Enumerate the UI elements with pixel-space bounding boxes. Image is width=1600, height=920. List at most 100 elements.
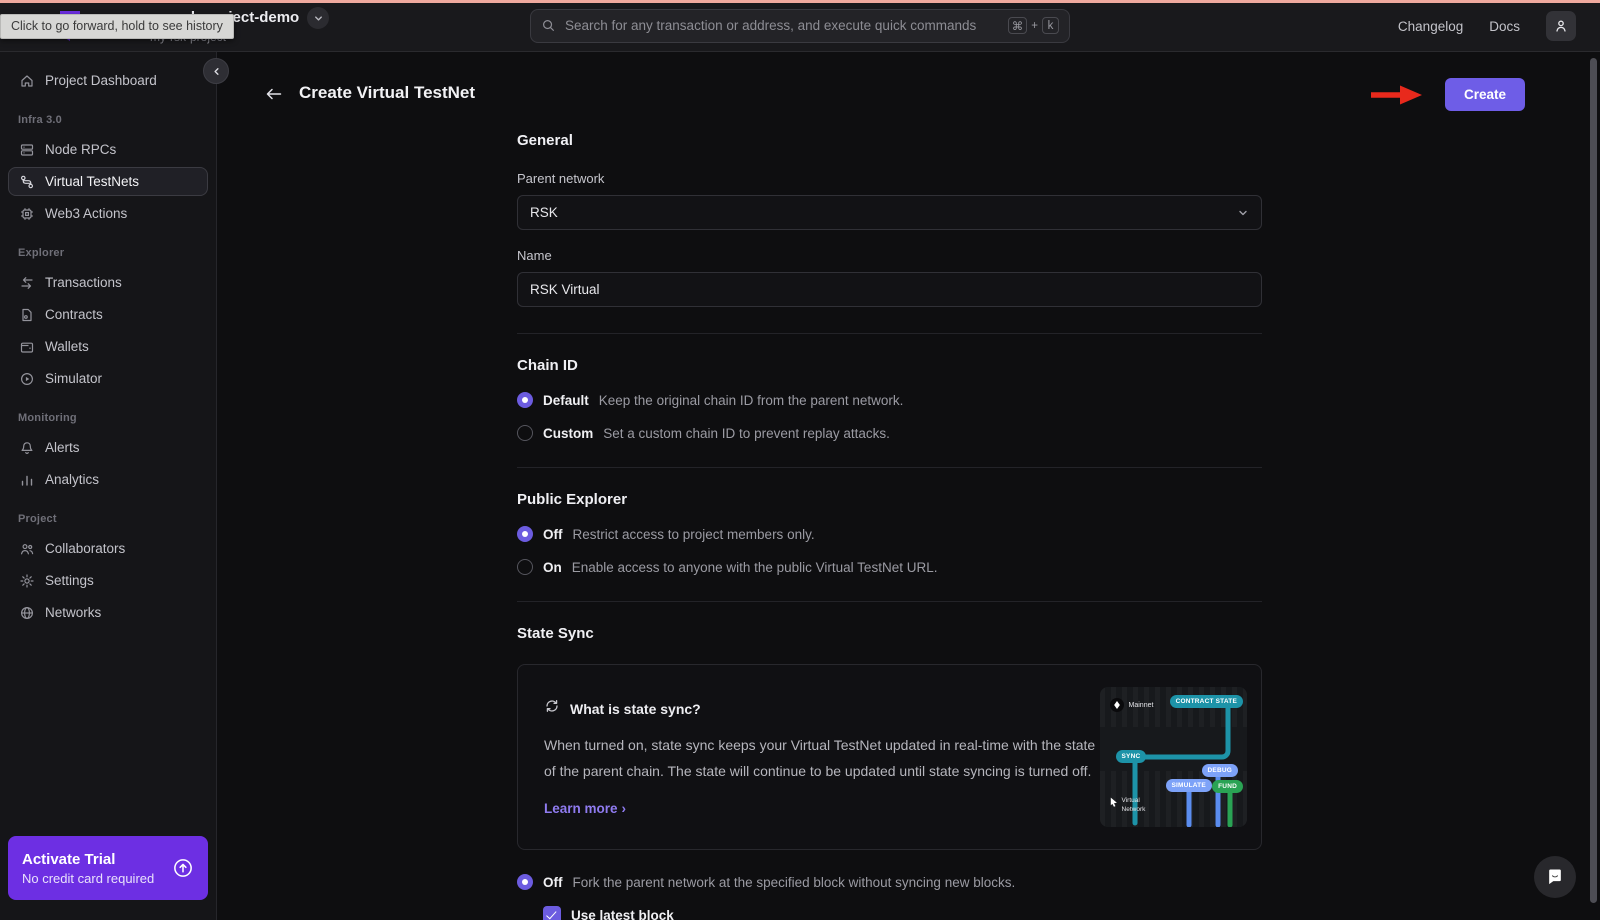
sidebar-item-alerts[interactable]: Alerts <box>8 433 208 462</box>
parent-network-select[interactable]: RSK <box>517 195 1262 230</box>
sidebar-item-networks[interactable]: Networks <box>8 598 208 627</box>
document-icon <box>19 307 35 323</box>
illustration-virtual-network: Virtual Network <box>1110 797 1152 815</box>
general-heading: General <box>517 132 573 149</box>
arrow-up-circle-icon <box>172 857 194 879</box>
sidebar-item-label: Collaborators <box>45 541 126 556</box>
checkbox-checked-icon[interactable] <box>543 906 561 920</box>
sidebar-item-simulator[interactable]: Simulator <box>8 364 208 393</box>
trial-title: Activate Trial <box>22 850 116 868</box>
sidebar-item-settings[interactable]: Settings <box>8 566 208 595</box>
debug-pill: DEBUG <box>1201 764 1238 777</box>
sidebar-item-analytics[interactable]: Analytics <box>8 465 208 494</box>
chain-id-option-custom[interactable]: Custom Set a custom chain ID to prevent … <box>517 425 1262 441</box>
virtual-network-label: Virtual Network <box>1121 797 1146 814</box>
global-search[interactable]: ⌘ + k <box>530 8 1070 43</box>
trial-subtitle: No credit card required <box>22 870 155 886</box>
main-content: Create Virtual TestNet Create General Pa… <box>217 52 1600 920</box>
changelog-link[interactable]: Changelog <box>1397 18 1464 34</box>
public-explorer-heading: Public Explorer <box>517 491 628 508</box>
back-button[interactable] <box>265 86 283 102</box>
radio-selected-icon[interactable] <box>517 526 533 542</box>
topbar: my-rsk-project-demo my-rsk-project ⌘ + k… <box>0 0 1600 52</box>
bar-chart-icon <box>19 472 35 488</box>
chat-widget-button[interactable] <box>1534 856 1576 898</box>
state-sync-info-body: When turned on, state sync keeps your Vi… <box>544 737 1096 779</box>
chevron-down-icon <box>314 15 322 21</box>
sidebar-item-label: Analytics <box>45 472 100 487</box>
radio-description: Restrict access to project members only. <box>572 526 815 542</box>
wallet-icon <box>19 339 35 355</box>
globe-icon <box>19 605 35 621</box>
parent-network-value: RSK <box>530 205 558 220</box>
use-latest-block-row[interactable]: Use latest block <box>543 906 1262 920</box>
sidebar-item-label: Simulator <box>45 371 103 386</box>
section-public-explorer: Public Explorer Off Restrict access to p… <box>517 491 1262 602</box>
state-sync-info-card: What is state sync? When turned on, stat… <box>517 664 1262 850</box>
sidebar-item-transactions[interactable]: Transactions <box>8 268 208 297</box>
sidebar-section-explorer: Explorer <box>18 247 65 259</box>
contract-state-pill: CONTRACT STATE <box>1169 695 1243 708</box>
sidebar-item-label: Contracts <box>45 307 103 322</box>
vertical-scrollbar[interactable] <box>1590 58 1597 903</box>
state-sync-illustration: Mainnet CONTRACT STATE SYNC SIMULATE DEB… <box>1099 687 1247 827</box>
project-chevron-button[interactable] <box>307 7 330 29</box>
radio-label: Custom <box>543 425 594 441</box>
radio-description: Keep the original chain ID from the pare… <box>598 392 904 408</box>
docs-link[interactable]: Docs <box>1489 18 1520 34</box>
state-sync-heading: State Sync <box>517 625 594 642</box>
sidebar-item-label: Transactions <box>45 275 122 290</box>
checkbox-label: Use latest block <box>571 907 674 920</box>
sidebar-item-project-dashboard[interactable]: Project Dashboard <box>8 66 208 95</box>
fund-pill: FUND <box>1212 780 1243 793</box>
sidebar-item-collaborators[interactable]: Collaborators <box>8 534 208 563</box>
chevron-down-icon <box>1239 210 1247 215</box>
capture-border-line <box>0 0 1600 3</box>
public-explorer-option-on[interactable]: On Enable access to anyone with the publ… <box>517 559 1262 575</box>
k-key: k <box>1042 17 1059 34</box>
sidebar-section-infra: Infra 3.0 <box>18 114 62 126</box>
account-button[interactable] <box>1546 11 1576 41</box>
play-circle-icon <box>19 371 35 387</box>
radio-label: Default <box>543 392 589 408</box>
name-input[interactable] <box>517 272 1262 307</box>
sync-pill: SYNC <box>1115 750 1147 763</box>
radio-unselected-icon[interactable] <box>517 559 533 575</box>
sidebar-item-node-rpcs[interactable]: Node RPCs <box>8 135 208 164</box>
public-explorer-option-off[interactable]: Off Restrict access to project members o… <box>517 526 1262 542</box>
sidebar-item-contracts[interactable]: Contracts <box>8 300 208 329</box>
sidebar-item-web3-actions[interactable]: Web3 Actions <box>8 199 208 228</box>
sidebar-item-wallets[interactable]: Wallets <box>8 332 208 361</box>
radio-label: On <box>543 559 562 575</box>
radio-selected-icon[interactable] <box>517 392 533 408</box>
sidebar-item-label: Node RPCs <box>45 142 117 157</box>
radio-description: Fork the parent network at the specified… <box>572 874 1016 890</box>
create-button[interactable]: Create <box>1444 78 1525 111</box>
cmd-key: ⌘ <box>1007 17 1028 34</box>
header-actions: Create <box>1369 78 1525 111</box>
search-input[interactable] <box>565 18 999 33</box>
sidebar-item-label: Settings <box>45 573 94 588</box>
radio-selected-icon[interactable] <box>517 874 533 890</box>
chevron-right-icon: › <box>621 800 627 816</box>
radio-label: Off <box>543 526 563 542</box>
sidebar-item-virtual-testnets[interactable]: Virtual TestNets <box>8 167 208 196</box>
sidebar-item-label: Virtual TestNets <box>45 174 140 189</box>
people-icon <box>19 541 35 557</box>
chain-id-option-default[interactable]: Default Keep the original chain ID from … <box>517 392 1262 408</box>
illustration-mainnet: Mainnet <box>1109 698 1153 712</box>
state-sync-option-off[interactable]: Off Fork the parent network at the speci… <box>517 874 1262 890</box>
plus-sign: + <box>1031 19 1038 32</box>
bell-icon <box>19 440 35 456</box>
annotation-red-arrow-icon <box>1369 83 1425 107</box>
sidebar-collapse-button[interactable] <box>203 58 229 84</box>
radio-label: Off <box>543 874 563 890</box>
cursor-icon <box>1110 798 1117 808</box>
server-icon <box>19 142 35 158</box>
sidebar: Project Dashboard Infra 3.0 Node RPCs Vi… <box>0 52 229 920</box>
section-state-sync: State Sync What is state sync? When turn… <box>517 625 1262 920</box>
learn-more-link[interactable]: Learn more › <box>544 801 1100 816</box>
radio-unselected-icon[interactable] <box>517 425 533 441</box>
activate-trial-banner[interactable]: Activate Trial No credit card required <box>8 836 208 900</box>
